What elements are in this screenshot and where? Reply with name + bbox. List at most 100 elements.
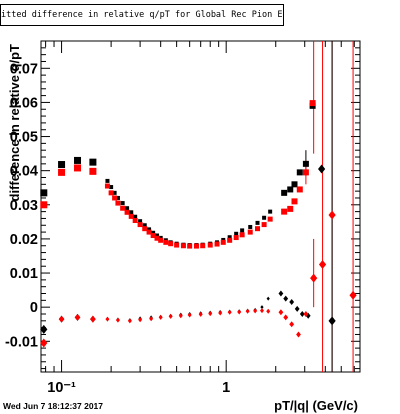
data-point-square xyxy=(112,190,117,195)
y-tick-label: 0 xyxy=(30,300,38,316)
data-point-diamond xyxy=(349,290,357,300)
data-point-diamond xyxy=(198,311,203,317)
data-point-diamond xyxy=(318,164,326,174)
data-point-diamond xyxy=(127,318,132,324)
data-point-square xyxy=(104,183,110,189)
data-point-square xyxy=(115,195,120,200)
data-point-diamond xyxy=(208,311,213,317)
data-point-square xyxy=(180,243,186,249)
data-point-square xyxy=(132,217,138,223)
data-point-diamond xyxy=(40,324,48,334)
chart-title: itted difference in relative q/pT for Gl… xyxy=(0,4,284,26)
data-point-diamond xyxy=(253,308,258,314)
data-point-square xyxy=(138,219,143,224)
data-point-diamond xyxy=(266,296,270,301)
data-point-diamond xyxy=(328,316,336,326)
x-axis-label: pT/|q| (GeV/c) xyxy=(274,398,358,413)
data-point-diamond xyxy=(259,308,264,314)
data-point-square xyxy=(147,227,152,232)
data-points xyxy=(40,100,357,348)
data-point-square xyxy=(207,242,213,248)
data-point-square xyxy=(234,231,239,236)
data-point-square xyxy=(267,216,273,222)
data-point-diamond xyxy=(299,310,305,317)
data-point-square xyxy=(287,186,294,193)
data-point-square xyxy=(74,164,82,172)
data-point-square xyxy=(281,208,288,215)
data-point-square xyxy=(174,242,180,248)
data-point-square xyxy=(89,158,97,166)
data-point-diamond xyxy=(227,309,232,315)
data-point-square xyxy=(261,222,267,228)
data-point-square xyxy=(248,224,253,229)
data-point-diamond xyxy=(168,313,173,319)
data-point-square xyxy=(115,200,121,206)
data-point-square xyxy=(58,161,66,169)
data-point-diamond xyxy=(260,305,264,310)
data-point-diamond xyxy=(237,309,242,315)
data-point-square xyxy=(233,235,239,241)
data-point-square xyxy=(58,168,66,176)
data-point-square xyxy=(74,156,82,164)
data-point-diamond xyxy=(310,273,318,283)
data-point-square xyxy=(124,209,130,215)
data-point-square xyxy=(309,100,316,107)
data-point-square xyxy=(109,185,114,190)
timestamp-footer: Wed Jun 7 18:12:37 2017 xyxy=(3,401,104,411)
data-point-square xyxy=(142,223,147,228)
data-point-diamond xyxy=(296,331,301,338)
data-point-diamond xyxy=(294,305,300,312)
data-point-square xyxy=(120,201,125,206)
data-point-square xyxy=(240,228,245,233)
data-point-diamond xyxy=(58,315,65,323)
x-tick-label: 10⁻¹ xyxy=(47,380,76,396)
data-point-square xyxy=(146,229,152,235)
data-point-square xyxy=(200,243,206,249)
data-point-square xyxy=(168,241,174,247)
data-point-diamond xyxy=(149,316,154,322)
data-point-diamond xyxy=(318,260,327,270)
data-point-diamond xyxy=(245,308,250,314)
data-point-diamond xyxy=(289,321,295,328)
tick-labels: -0.01 0 0.01 0.02 0.03 0.04 0.05 0.06 0.07 10⁻¹ 1 xyxy=(5,61,230,396)
data-point-diamond xyxy=(283,314,289,321)
data-point-square xyxy=(155,233,160,238)
data-point-square xyxy=(151,230,156,235)
y-tick-label: -0.01 xyxy=(5,334,38,350)
y-tick-label: 0.02 xyxy=(10,232,38,248)
data-point-square xyxy=(247,229,253,235)
data-point-diamond xyxy=(278,290,284,297)
data-point-square xyxy=(142,226,148,232)
data-point-square xyxy=(150,233,156,239)
data-point-diamond xyxy=(74,313,81,321)
data-point-square xyxy=(163,239,169,245)
data-point-square xyxy=(193,243,199,249)
axes-frame xyxy=(40,40,361,373)
y-tick-label: 0.07 xyxy=(10,61,38,77)
data-point-diamond xyxy=(90,315,96,323)
axis-ticks xyxy=(41,41,360,372)
data-point-square xyxy=(214,241,220,247)
data-point-square xyxy=(239,232,245,238)
x-tick-label: 1 xyxy=(222,380,230,396)
y-tick-label: 0.05 xyxy=(10,130,38,146)
y-axis-label: difference in relative q/pT xyxy=(7,44,22,202)
data-point-diamond xyxy=(328,210,336,220)
y-tick-label: 0.06 xyxy=(10,95,38,111)
data-point-square xyxy=(40,189,48,197)
data-point-diamond xyxy=(218,310,223,316)
data-point-square xyxy=(296,186,303,193)
data-point-diamond xyxy=(178,313,183,319)
data-point-diamond xyxy=(158,314,163,320)
data-point-square xyxy=(296,169,303,176)
data-point-square xyxy=(255,220,260,225)
data-point-diamond xyxy=(283,295,289,302)
data-point-square xyxy=(227,237,233,243)
data-point-square xyxy=(281,189,288,196)
data-point-square xyxy=(220,239,226,245)
data-point-square xyxy=(40,201,48,209)
data-point-diamond xyxy=(289,299,295,306)
data-point-square xyxy=(291,181,298,188)
data-point-square xyxy=(187,243,193,249)
